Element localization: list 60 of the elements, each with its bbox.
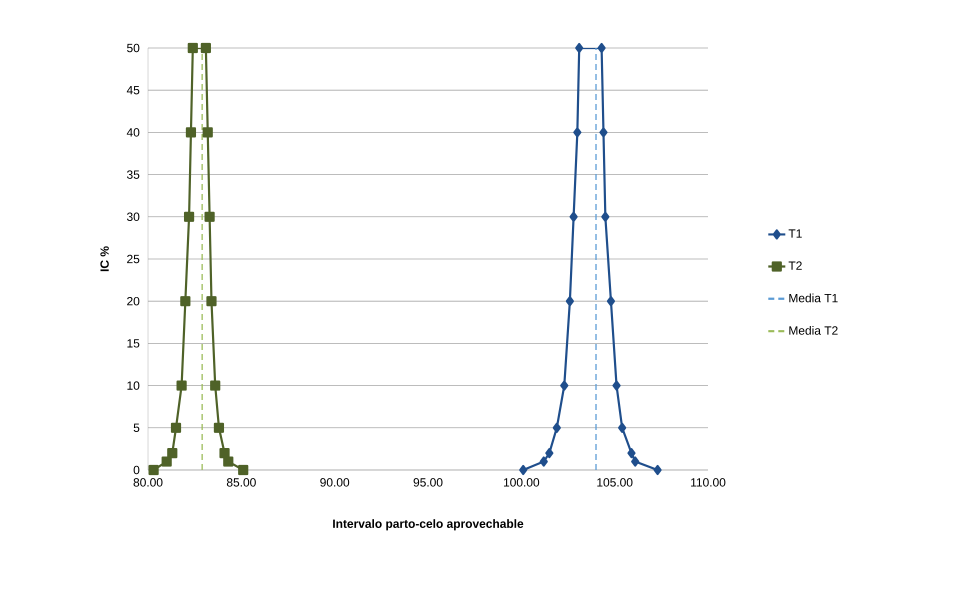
point: [170, 422, 182, 433]
point: [599, 127, 608, 138]
point: [184, 212, 194, 222]
point: [167, 448, 178, 458]
point: [180, 296, 190, 306]
point: [210, 380, 220, 391]
point: [519, 464, 528, 476]
point: [188, 42, 198, 54]
point: [606, 296, 616, 306]
point: [214, 422, 224, 433]
point: [612, 380, 621, 391]
point: [148, 464, 159, 476]
y-tick-label: 30: [126, 212, 140, 222]
legend-label: Media T1: [789, 294, 838, 302]
point: [219, 448, 230, 458]
x-tick-label: 95.00: [414, 478, 442, 487]
y-tick-label: 40: [126, 128, 140, 137]
legend-label: Media T2: [789, 326, 838, 335]
y-tick-label: 45: [126, 86, 140, 94]
point: [631, 456, 640, 467]
y-tick-label: 35: [126, 170, 140, 179]
point: [573, 127, 582, 138]
point: [566, 296, 574, 306]
point: [206, 296, 217, 306]
point: [186, 127, 196, 138]
x-tick-label: 80.00: [134, 478, 162, 487]
point: [627, 448, 636, 458]
point: [540, 456, 548, 467]
point: [560, 380, 568, 391]
x-axis-title: Intervalo parto-celo aprovechable: [333, 519, 524, 530]
point: [223, 456, 234, 467]
point: [575, 42, 584, 54]
x-tick-label: 85.00: [226, 478, 256, 487]
point: [618, 422, 626, 433]
y-tick-label: 25: [127, 254, 140, 264]
legend-label: T1: [788, 229, 802, 238]
x-tick-label: 90.00: [320, 478, 350, 487]
point: [176, 380, 187, 391]
point: [570, 212, 578, 222]
point: [545, 448, 554, 458]
y-tick-label: 50: [127, 44, 140, 52]
y-axis-title: IC %: [100, 246, 109, 272]
y-tick-label: 5: [134, 424, 140, 432]
point: [200, 42, 211, 54]
y-tick-label: 20: [127, 296, 140, 306]
x-tick-label: 100.00: [504, 478, 540, 487]
y-tick-label: 10: [127, 381, 140, 390]
point: [601, 212, 610, 222]
point: [238, 464, 248, 476]
legend-label: T2: [788, 261, 802, 270]
x-tick-label: 105.00: [597, 478, 632, 487]
point: [202, 127, 213, 138]
y-tick-label: 0: [134, 466, 140, 474]
x-tick-label: 110.00: [691, 478, 726, 487]
y-tick-label: 15: [127, 339, 140, 348]
point: [162, 456, 172, 467]
point: [552, 422, 561, 433]
point: [204, 212, 215, 222]
point: [654, 464, 662, 476]
point: [598, 42, 606, 54]
